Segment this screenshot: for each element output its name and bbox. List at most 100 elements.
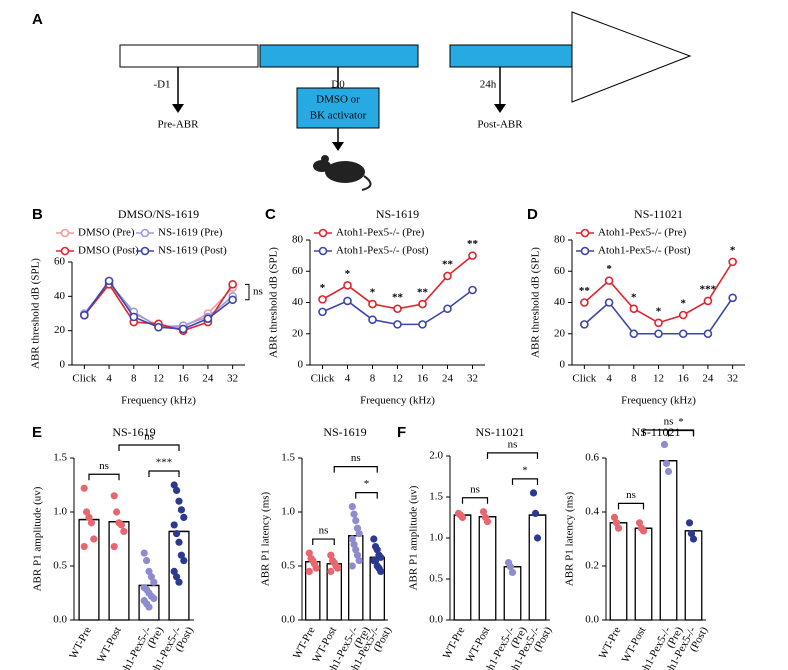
data-point (203, 314, 213, 323)
x-tick-label: 32 (467, 373, 478, 385)
y-tick-label: 80 (292, 234, 304, 246)
data-point (728, 257, 737, 267)
data-point (113, 508, 121, 516)
bar (478, 516, 497, 621)
y-axis-label: ABR P1 amplitude (uv) (408, 485, 420, 590)
panel-letter: D (527, 206, 538, 223)
legend-label: DMSO (Post) (78, 245, 139, 257)
data-point (80, 484, 88, 492)
significance-label: * (370, 287, 376, 299)
y-tick-label: 60 (292, 265, 304, 277)
chart-title: NS-1619 (112, 425, 155, 439)
significance-label: ns (470, 483, 480, 495)
data-point (685, 519, 694, 527)
data-point (352, 517, 360, 525)
significance-bracket (486, 452, 539, 459)
legend-label: NS-1619 (Post) (158, 245, 227, 257)
significance-label: ** (467, 238, 479, 250)
legend-marker (60, 246, 70, 256)
treatment-label: DMSO or (316, 94, 360, 106)
chart-title: NS-1619 (323, 425, 366, 439)
data-point (175, 578, 183, 586)
data-point (104, 276, 114, 286)
data-point (483, 518, 492, 526)
data-point (529, 489, 538, 497)
data-point (468, 285, 477, 295)
data-point (83, 508, 91, 516)
treatment-label: BK activator (310, 110, 367, 122)
step-label: Pre-ABR (158, 119, 200, 131)
y-axis-label: ABR P1 latency (ms) (564, 491, 576, 586)
panel-letter: E (32, 424, 42, 441)
y-tick-label: 80 (554, 234, 566, 246)
step-label: Post-ABR (477, 119, 523, 131)
significance-bracket (118, 444, 180, 451)
x-axis-label: Frequency (kHz) (360, 395, 435, 407)
data-point (687, 530, 696, 538)
chart-title: DMSO/NS-1619 (118, 207, 199, 221)
legend-marker (580, 228, 590, 238)
data-point (90, 535, 98, 543)
data-point (654, 318, 663, 328)
x-tick-label: 32 (727, 373, 738, 385)
significance-label: *** (156, 457, 173, 469)
data-point (370, 535, 378, 543)
data-point (629, 304, 639, 314)
y-axis-label: ABR threshold dB (SPL) (268, 247, 280, 358)
y-tick-label: 40 (554, 296, 566, 308)
panel-letter: A (32, 11, 43, 28)
y-tick-label: 0.0 (53, 614, 67, 626)
x-tick-label: WT-Pre (67, 625, 94, 661)
data-point (173, 486, 181, 494)
legend-marker (140, 246, 150, 256)
data-point (728, 293, 737, 303)
data-point (154, 322, 163, 332)
data-point (443, 271, 452, 281)
bar (108, 521, 130, 621)
significance-label: ns (99, 460, 109, 472)
mouse-icon (313, 155, 372, 191)
x-tick-label: 16 (417, 373, 429, 385)
significance-label: * (522, 464, 528, 476)
x-tick-label: 24 (202, 373, 214, 385)
significance-label: ns (351, 452, 361, 464)
y-tick-label: 40 (292, 296, 304, 308)
x-tick-label: Click (311, 373, 335, 385)
data-point (228, 295, 237, 305)
data-point (355, 557, 363, 565)
data-point (173, 573, 181, 581)
data-point (468, 251, 477, 260)
pre-bar (119, 44, 259, 68)
data-point (377, 567, 385, 576)
data-point (531, 509, 540, 517)
data-point (348, 562, 356, 570)
data-point (678, 329, 688, 339)
y-axis-label: ABR P1 latency (ms) (260, 491, 272, 586)
data-point (170, 481, 178, 489)
x-tick-label: 24 (702, 373, 714, 385)
data-point (635, 519, 644, 527)
arrow (494, 104, 506, 113)
significance-bracket (461, 497, 489, 504)
significance-bracket (148, 470, 180, 477)
panel-letter: F (397, 424, 406, 441)
y-tick-label: 1.5 (53, 452, 67, 464)
significance-label: * (606, 263, 612, 275)
y-tick-label: 0.0 (281, 614, 295, 626)
x-tick-label: 12 (153, 373, 164, 385)
data-point (177, 551, 185, 559)
y-tick-label: 0.0 (585, 614, 599, 626)
legend-label: Atoh1-Pex5-/- (Post) (336, 245, 429, 257)
x-axis-label: Frequency (kHz) (621, 395, 696, 407)
data-point (368, 299, 377, 309)
chart-title: NS-1619 (376, 207, 419, 221)
data-point (343, 281, 352, 290)
data-point (348, 535, 356, 543)
bar (659, 460, 678, 621)
bar (453, 514, 472, 621)
significance-label: * (345, 268, 351, 280)
data-point (689, 535, 698, 543)
data-point (350, 540, 358, 549)
legend-label: Atoh1-Pex5-/- (Pre) (336, 227, 425, 239)
